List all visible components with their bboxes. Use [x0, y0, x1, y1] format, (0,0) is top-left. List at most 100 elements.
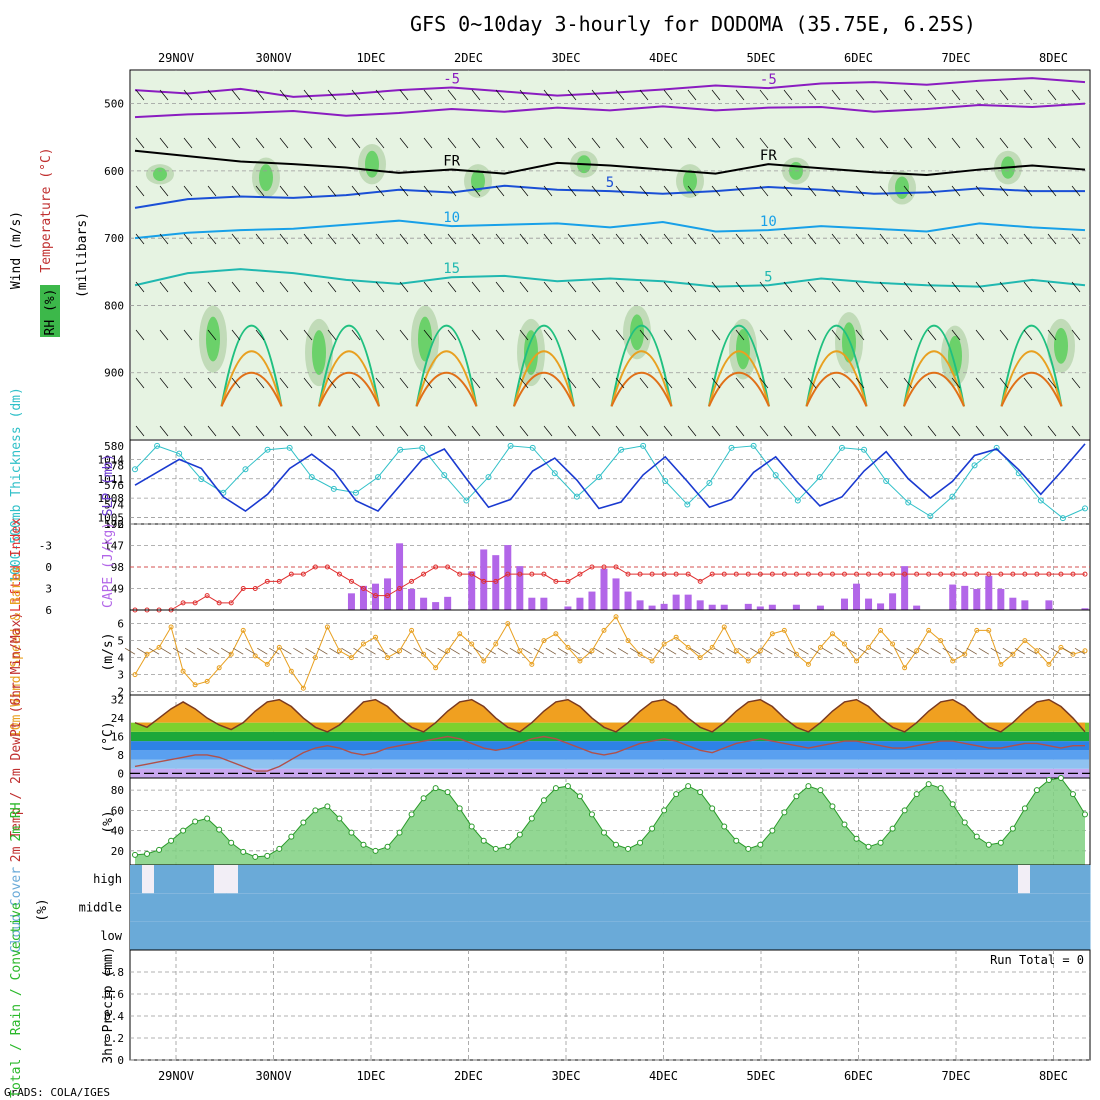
wind-barb — [591, 137, 601, 149]
rh-tick-label: 40 — [111, 825, 124, 838]
wind-barb — [735, 377, 745, 389]
wind-barb — [257, 647, 268, 655]
thickness-point — [794, 497, 801, 504]
cloud-cell — [1066, 865, 1079, 894]
wind-barb — [903, 377, 913, 389]
wind-barb — [303, 89, 313, 101]
temp-tick-label: 8 — [117, 749, 124, 762]
cloud-cell — [766, 893, 779, 922]
rh-point — [721, 823, 728, 830]
bottom-date-label: 4DEC — [649, 1069, 678, 1083]
wind-speed-point — [793, 651, 799, 657]
cloud-cell — [970, 865, 983, 894]
lifted-index-point — [637, 571, 643, 577]
wind-barb — [351, 185, 361, 197]
rh-point — [709, 805, 716, 812]
rh-point — [829, 803, 836, 810]
wind-barb — [567, 233, 577, 245]
lifted-index-point — [685, 571, 691, 577]
wind-barb — [999, 137, 1009, 149]
wind-barb — [327, 89, 337, 101]
wind-barb — [375, 137, 385, 149]
bottom-date-labels: 29NOV 30NOV 1DEC 2DEC 3DEC 4DEC 5DEC 6DEC 7DEC 8D… — [158, 1069, 1068, 1083]
lifted-index-point — [745, 571, 751, 577]
cloud-cell — [238, 921, 251, 950]
rh-point — [504, 843, 511, 850]
wind-barb — [735, 329, 745, 341]
cloud-cell — [1006, 865, 1019, 894]
bottom-date-label: 3DEC — [552, 1069, 581, 1083]
cape-bar — [913, 605, 921, 610]
cloud-cell — [598, 865, 611, 894]
lifted-index-point — [841, 571, 847, 577]
lifted-index-point — [252, 586, 258, 591]
cloud-cell — [778, 865, 791, 894]
diurnal-contour — [708, 372, 770, 407]
wind-barb — [663, 185, 673, 197]
rh-point — [480, 837, 487, 844]
cloud-cell — [586, 865, 599, 894]
wind-barb — [495, 377, 505, 389]
wind-barb — [858, 647, 869, 655]
thickness-point — [176, 450, 183, 457]
wind-barb — [903, 185, 913, 197]
lifted-index-point — [1046, 571, 1052, 577]
wind-barb — [855, 281, 865, 293]
wind-barb — [702, 647, 713, 655]
cloud-cell — [934, 865, 947, 894]
cloud-cell — [574, 865, 587, 894]
cloud-cell — [166, 893, 179, 922]
wind-speed-point — [132, 672, 138, 678]
wind-barb — [591, 329, 601, 341]
rh-tick-label: 20 — [111, 845, 124, 858]
wind-barb — [447, 233, 457, 245]
cloud-cell — [994, 893, 1007, 922]
wind-barb — [927, 89, 937, 101]
wind-speed-point — [240, 627, 246, 633]
thickness-point — [618, 446, 625, 453]
cloud-cell — [754, 921, 767, 950]
cloud-cell — [658, 893, 671, 922]
cloud-cell — [1006, 921, 1019, 950]
wind-barb — [735, 425, 745, 437]
cloud-cell — [694, 865, 707, 894]
wind-barb — [687, 137, 697, 149]
wind-barb — [1071, 233, 1081, 245]
wind-speed-point — [541, 638, 547, 644]
wind-barb — [183, 233, 193, 245]
cloud-cell — [874, 893, 887, 922]
rh-point — [264, 852, 271, 859]
cloud-cell — [490, 893, 503, 922]
wind-barb — [327, 233, 337, 245]
wind-barb — [978, 647, 990, 655]
cloud-cell — [130, 865, 143, 894]
cape-bar — [708, 604, 716, 610]
rh-core — [895, 176, 909, 199]
precip-tick-label: 0 — [117, 1054, 124, 1067]
cloud-cell — [370, 865, 383, 894]
cloud-cell — [202, 921, 215, 950]
lifted-index-point — [433, 564, 439, 570]
rh-tick-label: 60 — [111, 804, 124, 817]
wind-speed-point — [745, 658, 751, 664]
cloud-cell — [682, 921, 695, 950]
wind-barb — [423, 377, 433, 389]
wind-barb — [327, 185, 337, 197]
wind-barb — [183, 137, 193, 149]
lifted-index-point — [974, 571, 980, 577]
wind-barb — [663, 329, 673, 341]
wind-barb — [687, 329, 697, 341]
temp-tick-label: 32 — [111, 694, 124, 707]
diurnal-contour — [318, 372, 380, 407]
wind-barb — [665, 647, 677, 655]
bottom-date-label: 7DEC — [942, 1069, 971, 1083]
rh-point — [673, 791, 680, 798]
cloud-cell-bg — [1018, 865, 1031, 894]
temp-band — [131, 759, 1089, 769]
wind-barb — [615, 281, 625, 293]
wind-barb — [822, 647, 833, 655]
wind-barb — [341, 647, 352, 655]
wind-speed-point — [385, 655, 391, 661]
wind-barb — [750, 647, 761, 655]
wind-barb — [689, 647, 701, 655]
